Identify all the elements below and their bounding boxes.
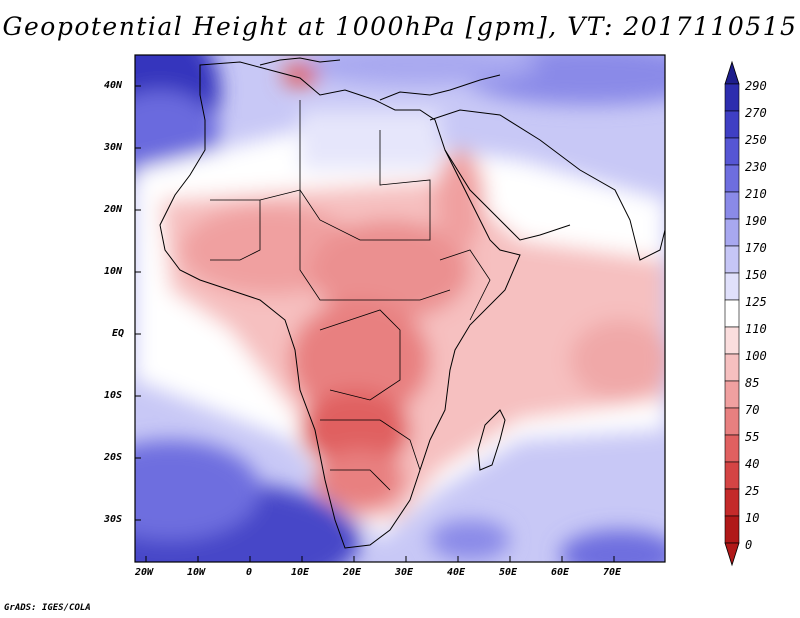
lat-ticks [135,85,141,521]
colorbar-arrow-bottom [724,542,740,567]
colorbar-label: 0 [745,538,753,552]
chart-title: Geopotential Height at 1000hPa [gpm], VT… [2,12,798,41]
colorbar-swatch [724,461,740,490]
colorbar-label: 150 [745,268,767,282]
lon-label: 50E [499,567,518,578]
colorbar-swatch [724,434,740,463]
colorbar-swatch [724,299,740,328]
colorbar-label: 210 [745,187,767,201]
colorbar-label: 270 [745,106,767,120]
colorbar [724,60,740,567]
lon-label: 40E [447,567,466,578]
footer-credit: GrADS: IGES/COLA [4,603,91,613]
lon-ticks [145,556,615,562]
lon-label: 70E [603,567,622,578]
colorbar-swatch [724,488,740,517]
colorbar-label: 70 [745,403,760,417]
lon-label: 20E [343,567,362,578]
colorbar-label: 190 [745,214,767,228]
lat-label: 30S [104,514,123,525]
colorbar-label: 85 [745,376,760,390]
lat-label: 10S [104,390,123,401]
lon-label: 10W [187,567,206,578]
colorbar-swatch [724,218,740,247]
height-field [135,55,665,562]
lon-label: 0 [246,567,253,578]
lat-label: 40N [104,80,123,91]
plot-frame [134,54,666,563]
colorbar-swatch [724,515,740,544]
lat-label: 10N [104,266,123,277]
colorbar-label: 55 [745,430,760,444]
country-borders [210,100,491,491]
colorbar-swatch [724,164,740,193]
colorbar-label: 290 [745,79,767,93]
lat-label: 20N [104,204,123,215]
lon-label: 60E [551,567,570,578]
colorbar-swatch [724,380,740,409]
colorbar-swatch [724,245,740,274]
colorbar-swatch [724,83,740,112]
coastlines [159,57,665,549]
colorbar-label: 25 [745,484,760,498]
colorbar-swatch [724,137,740,166]
colorbar-label: 110 [745,322,767,336]
lon-label: 30E [395,567,414,578]
colorbar-label: 125 [745,295,767,309]
colorbar-label: 10 [745,511,760,525]
colorbar-swatch [724,272,740,301]
colorbar-label: 40 [745,457,760,471]
colorbar-swatch [724,353,740,382]
colorbar-swatch [724,110,740,139]
lat-label: 20S [104,452,123,463]
lat-label: 30N [104,142,123,153]
colorbar-arrow-top [724,60,740,85]
colorbar-label: 170 [745,241,767,255]
lon-label: 20W [135,567,154,578]
colorbar-label: 230 [745,160,767,174]
colorbar-label: 100 [745,349,767,363]
colorbar-label: 250 [745,133,767,147]
lon-label: 10E [291,567,310,578]
colorbar-swatch [724,326,740,355]
lat-label: EQ [112,328,125,339]
colorbar-swatch [724,407,740,436]
colorbar-swatch [724,191,740,220]
